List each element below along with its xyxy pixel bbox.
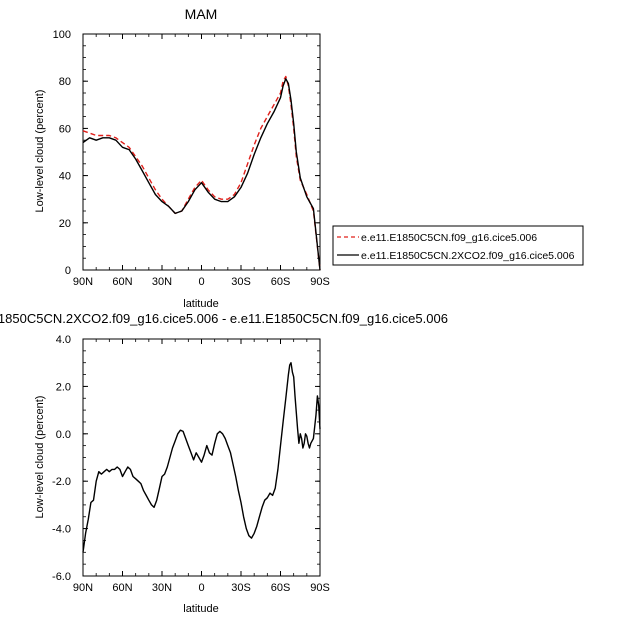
top-y-tick-label-3: 60	[59, 123, 71, 135]
bottom-y-tick-label-1: -4.0	[52, 524, 71, 536]
bottom-y-tick-label-5: 4.0	[56, 334, 71, 346]
bottom-plot-frame	[82, 338, 321, 577]
bottom-y-tick-label-4: 2.0	[56, 381, 71, 393]
top-series-line-1	[82, 75, 321, 271]
bottom-x-tick-label-1: 60N	[112, 582, 132, 594]
bottom-x-tick-label-0: 90N	[73, 582, 93, 594]
top-series-line-2	[82, 78, 321, 271]
bottom-y-tick-label-3: 0.0	[56, 429, 71, 441]
legend-box	[332, 225, 584, 266]
bottom-y-tick-label-0: -6.0	[52, 571, 71, 583]
bottom-x-axis-label: latitude	[183, 603, 218, 615]
bottom-x-tick-label-6: 90S	[310, 582, 330, 594]
bottom-y-tick-label-2: -2.0	[52, 476, 71, 488]
top-chart-title: MAM	[185, 6, 218, 22]
plot-layer: 90N 60N 30N 0 30S 60S 90S 0 20 40 60 80 100 90N 60N 30N…	[52, 29, 330, 594]
top-x-tick-label-3: 0	[198, 276, 204, 288]
bottom-x-tick-label-2: 30N	[152, 582, 172, 594]
bottom-x-tick-label-4: 30S	[231, 582, 251, 594]
top-x-tick-label-1: 60N	[112, 276, 132, 288]
top-x-tick-label-0: 90N	[73, 276, 93, 288]
bottom-chart-title: e.e11.E1850C5CN.2XCO2.f09_g16.cice5.006 …	[0, 311, 448, 326]
top-x-tick-label-6: 90S	[310, 276, 330, 288]
top-y-tick-label-5: 100	[53, 29, 71, 41]
top-y-axis-label: Low-level cloud (percent)	[34, 90, 46, 213]
top-x-tick-label-5: 60S	[271, 276, 291, 288]
legend-label-series-1: e.e11.E1850C5CN.f09_g16.cice5.006	[361, 232, 537, 244]
bottom-series-line-1	[82, 362, 321, 553]
top-y-tick-label-2: 40	[59, 171, 71, 183]
top-x-tick-label-4: 30S	[231, 276, 251, 288]
bottom-x-tick-label-5: 60S	[271, 582, 291, 594]
bottom-x-tick-label-3: 0	[198, 582, 204, 594]
top-y-tick-label-4: 80	[59, 76, 71, 88]
top-y-tick-label-0: 0	[65, 265, 71, 277]
top-plot-frame	[82, 33, 321, 271]
legend-label-series-2: e.e11.E1850C5CN.2XCO2.f09_g16.cice5.006	[361, 250, 575, 262]
bottom-y-axis-label: Low-level cloud (percent)	[34, 396, 46, 519]
top-x-axis-label: latitude	[183, 298, 218, 310]
top-x-tick-label-2: 30N	[152, 276, 172, 288]
top-y-tick-label-1: 20	[59, 218, 71, 230]
